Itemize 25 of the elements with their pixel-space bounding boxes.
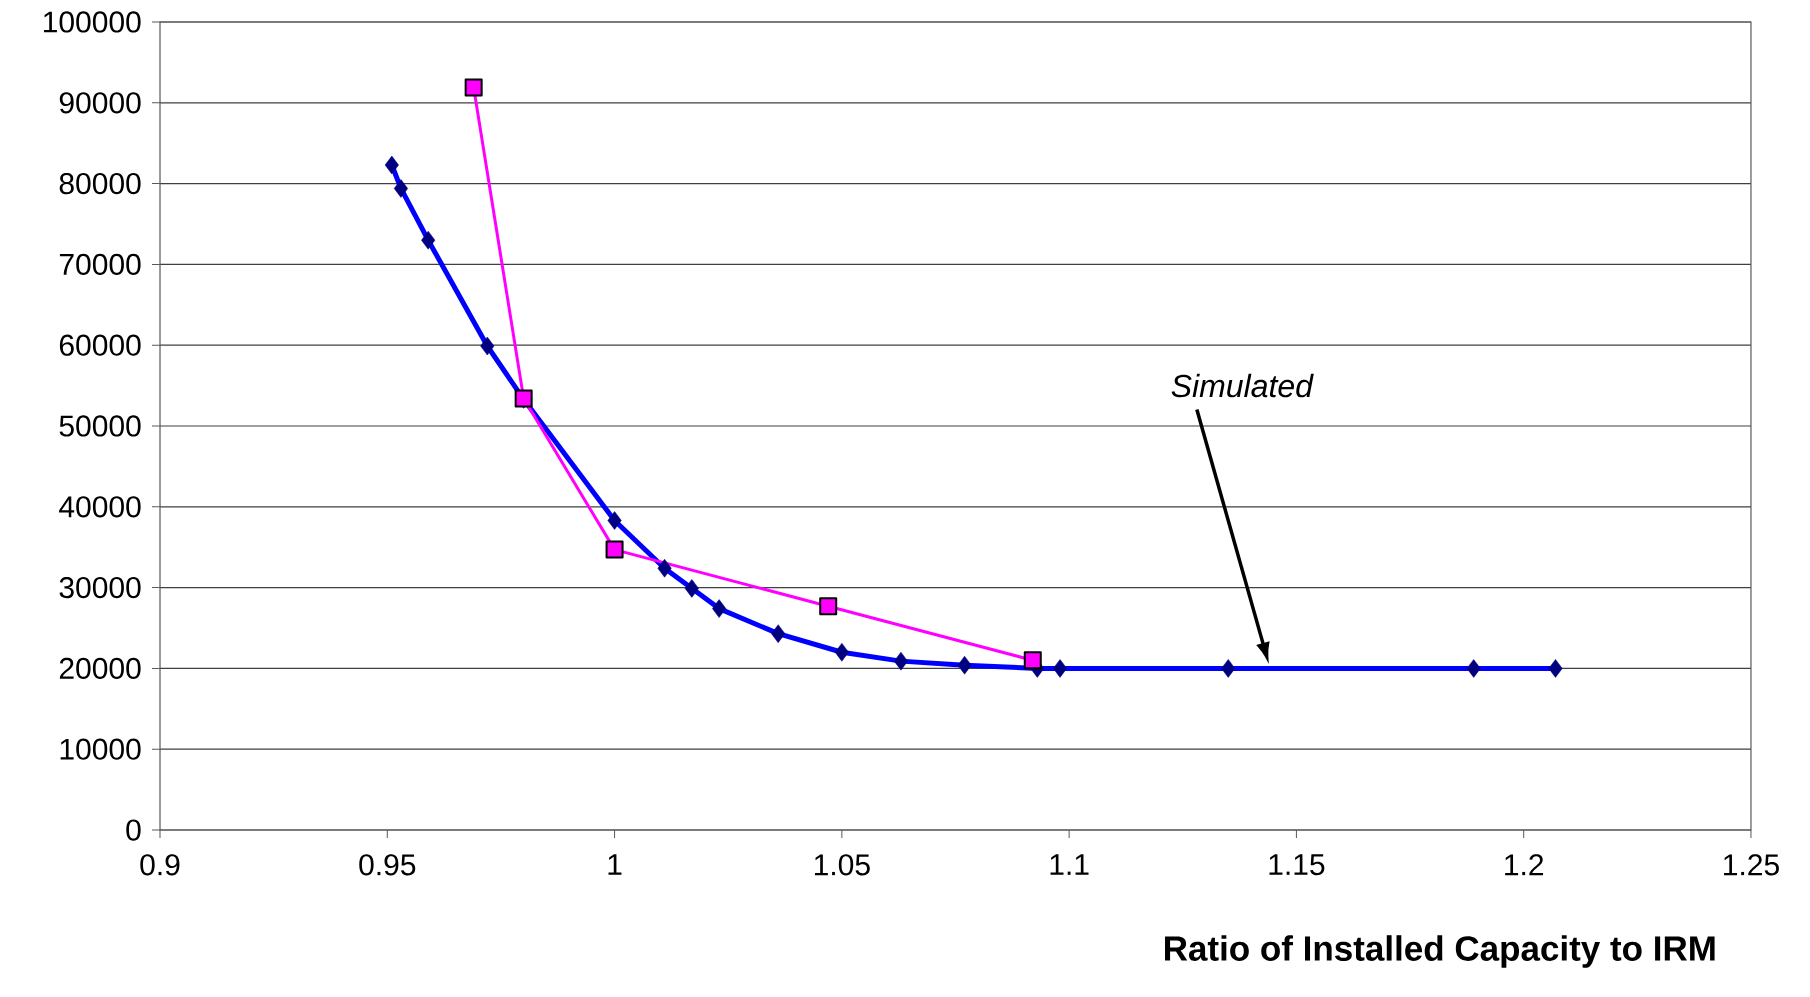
y-tick-label: 100000: [43, 11, 141, 33]
point: [464, 78, 483, 97]
x-tick-label: 0.95: [359, 854, 416, 876]
y-tick-label: 0: [126, 819, 141, 841]
y-tick-label: 20000: [59, 657, 141, 680]
y-tick-label: 50000: [59, 415, 141, 437]
point: [1023, 651, 1042, 670]
x-tick-label: 1.2: [1505, 854, 1544, 876]
x-axis-title: Ratio of Installed Capacity to IRM: [1165, 935, 1715, 968]
x-tick-label: 1: [608, 854, 622, 875]
y-tick-label: 40000: [59, 496, 141, 518]
y-tick-label: 60000: [59, 334, 141, 356]
annotation: Simulated: [1171, 373, 1314, 398]
x-tick-label: 0.9: [140, 854, 180, 876]
y-tick-label: 80000: [59, 172, 141, 195]
y-tick-label: 30000: [59, 576, 141, 599]
y-tick-label: 10000: [60, 738, 141, 760]
x-tick-label: 1.1: [1050, 854, 1089, 875]
x-tick-label: 1.05: [814, 854, 870, 876]
y-tick-label: 70000: [59, 253, 141, 276]
point: [819, 597, 838, 616]
point: [605, 540, 624, 559]
x-tick-label: 1.15: [1269, 854, 1325, 876]
x-tick-label: 1.25: [1724, 854, 1779, 876]
y-tick-label: 90000: [59, 92, 141, 114]
